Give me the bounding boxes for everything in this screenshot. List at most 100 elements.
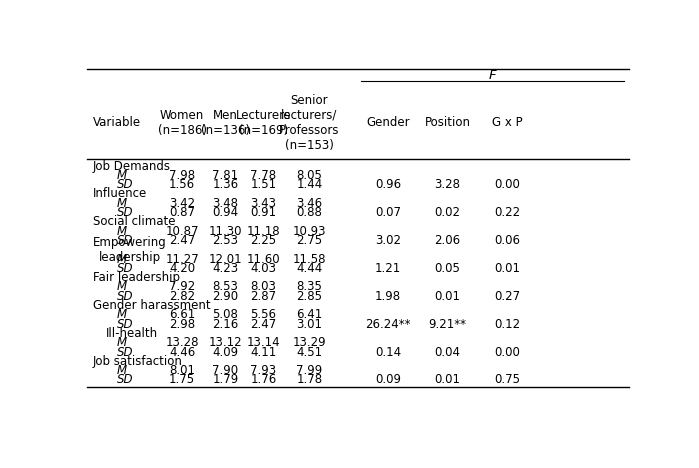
Text: 7.93: 7.93 xyxy=(250,364,277,377)
Text: 2.16: 2.16 xyxy=(212,318,238,330)
Text: 11.30: 11.30 xyxy=(209,225,243,238)
Text: 13.12: 13.12 xyxy=(209,336,243,349)
Text: 5.08: 5.08 xyxy=(212,308,238,322)
Text: 3.28: 3.28 xyxy=(435,178,461,191)
Text: Men
(n=136): Men (n=136) xyxy=(201,109,250,137)
Text: 2.47: 2.47 xyxy=(169,234,195,247)
Text: 7.99: 7.99 xyxy=(296,364,323,377)
Text: Job satisfaction: Job satisfaction xyxy=(93,355,182,368)
Text: 1.36: 1.36 xyxy=(212,178,238,191)
Text: 26.24**: 26.24** xyxy=(366,318,411,330)
Text: 0.04: 0.04 xyxy=(435,345,461,358)
Text: 4.44: 4.44 xyxy=(296,262,323,275)
Text: 1.75: 1.75 xyxy=(169,373,195,387)
Text: 3.43: 3.43 xyxy=(250,197,276,210)
Text: Influence: Influence xyxy=(93,188,147,200)
Text: 4.03: 4.03 xyxy=(250,262,276,275)
Text: 0.96: 0.96 xyxy=(375,178,401,191)
Text: 13.14: 13.14 xyxy=(247,336,280,349)
Text: Variable: Variable xyxy=(93,117,141,129)
Text: SD: SD xyxy=(117,178,134,191)
Text: G x P: G x P xyxy=(492,117,523,129)
Text: SD: SD xyxy=(117,290,134,303)
Text: 3.01: 3.01 xyxy=(296,318,322,330)
Text: 2.90: 2.90 xyxy=(212,290,238,303)
Text: 0.91: 0.91 xyxy=(250,206,277,219)
Text: Lecturers
(n=169): Lecturers (n=169) xyxy=(236,109,291,137)
Text: M: M xyxy=(117,169,127,182)
Text: 0.00: 0.00 xyxy=(494,345,520,358)
Text: 2.06: 2.06 xyxy=(435,234,461,247)
Text: 0.87: 0.87 xyxy=(169,206,195,219)
Text: 2.25: 2.25 xyxy=(250,234,277,247)
Text: 0.05: 0.05 xyxy=(435,262,461,275)
Text: 7.98: 7.98 xyxy=(169,169,195,182)
Text: Ill-health: Ill-health xyxy=(106,327,159,340)
Text: 9.21**: 9.21** xyxy=(428,318,467,330)
Text: 1.56: 1.56 xyxy=(169,178,195,191)
Text: 4.46: 4.46 xyxy=(169,345,195,358)
Text: 2.82: 2.82 xyxy=(169,290,195,303)
Text: Gender: Gender xyxy=(366,117,410,129)
Text: 0.09: 0.09 xyxy=(375,373,401,387)
Text: 8.01: 8.01 xyxy=(169,364,195,377)
Text: 0.88: 0.88 xyxy=(296,206,322,219)
Text: 8.53: 8.53 xyxy=(212,280,238,293)
Text: 1.98: 1.98 xyxy=(375,290,401,303)
Text: 3.42: 3.42 xyxy=(169,197,195,210)
Text: 0.02: 0.02 xyxy=(435,206,461,219)
Text: SD: SD xyxy=(117,345,134,358)
Text: 7.92: 7.92 xyxy=(169,280,195,293)
Text: 0.12: 0.12 xyxy=(494,318,520,330)
Text: M: M xyxy=(117,364,127,377)
Text: 6.61: 6.61 xyxy=(169,308,195,322)
Text: 13.28: 13.28 xyxy=(166,336,199,349)
Text: M: M xyxy=(117,253,127,265)
Text: 2.85: 2.85 xyxy=(296,290,322,303)
Text: 1.44: 1.44 xyxy=(296,178,323,191)
Text: 0.14: 0.14 xyxy=(375,345,401,358)
Text: 0.01: 0.01 xyxy=(435,373,461,387)
Text: 11.58: 11.58 xyxy=(293,253,326,265)
Text: SD: SD xyxy=(117,206,134,219)
Text: M: M xyxy=(117,197,127,210)
Text: 8.03: 8.03 xyxy=(250,280,276,293)
Text: 10.87: 10.87 xyxy=(166,225,199,238)
Text: 4.23: 4.23 xyxy=(212,262,238,275)
Text: Gender harassment: Gender harassment xyxy=(93,299,210,312)
Text: M: M xyxy=(117,336,127,349)
Text: 7.78: 7.78 xyxy=(250,169,277,182)
Text: 7.81: 7.81 xyxy=(212,169,238,182)
Text: 4.09: 4.09 xyxy=(212,345,238,358)
Text: 11.18: 11.18 xyxy=(247,225,280,238)
Text: 1.79: 1.79 xyxy=(212,373,238,387)
Text: 2.75: 2.75 xyxy=(296,234,322,247)
Text: 12.01: 12.01 xyxy=(209,253,243,265)
Text: 0.94: 0.94 xyxy=(212,206,238,219)
Text: SD: SD xyxy=(117,373,134,387)
Text: 0.01: 0.01 xyxy=(494,262,520,275)
Text: Social climate: Social climate xyxy=(93,215,175,228)
Text: 3.46: 3.46 xyxy=(296,197,322,210)
Text: M: M xyxy=(117,308,127,322)
Text: Senior
lecturers/
Professors
(n=153): Senior lecturers/ Professors (n=153) xyxy=(279,94,340,152)
Text: 10.93: 10.93 xyxy=(293,225,326,238)
Text: Fair leadership: Fair leadership xyxy=(93,271,180,284)
Text: 3.02: 3.02 xyxy=(375,234,401,247)
Text: 4.11: 4.11 xyxy=(250,345,277,358)
Text: 0.00: 0.00 xyxy=(494,178,520,191)
Text: M: M xyxy=(117,280,127,293)
Text: 2.98: 2.98 xyxy=(169,318,195,330)
Text: SD: SD xyxy=(117,318,134,330)
Text: 1.78: 1.78 xyxy=(296,373,322,387)
Text: 1.51: 1.51 xyxy=(250,178,277,191)
Text: M: M xyxy=(117,225,127,238)
Text: 3.48: 3.48 xyxy=(212,197,238,210)
Text: 0.75: 0.75 xyxy=(494,373,520,387)
Text: 0.27: 0.27 xyxy=(494,290,520,303)
Text: 5.56: 5.56 xyxy=(250,308,276,322)
Text: Women
(n=186): Women (n=186) xyxy=(158,109,207,137)
Text: Empowering
leadership: Empowering leadership xyxy=(93,236,166,264)
Text: 2.53: 2.53 xyxy=(212,234,238,247)
Text: F: F xyxy=(489,69,496,82)
